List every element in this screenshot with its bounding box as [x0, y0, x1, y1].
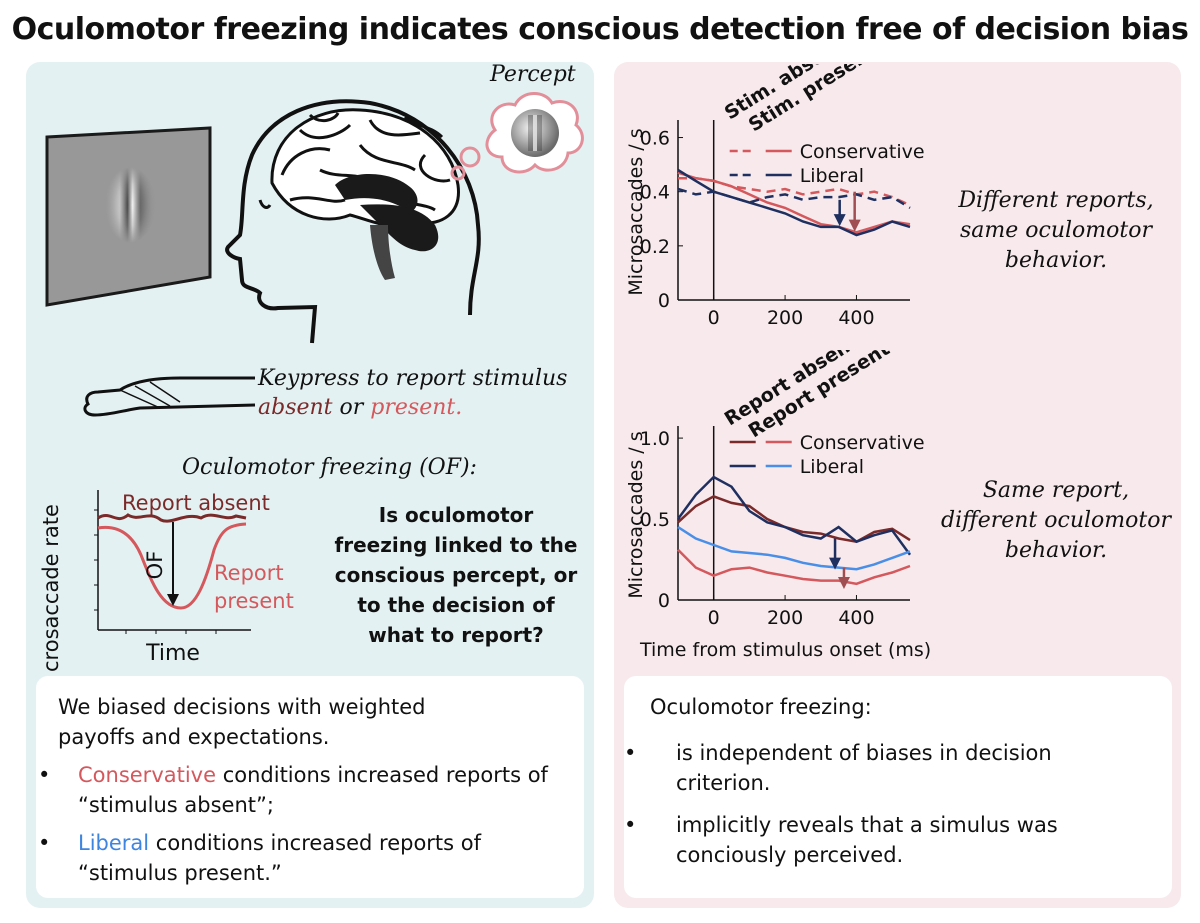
x-tick-label: 0 [708, 607, 720, 629]
x-axis-label: Time from stimulus onset (ms) [639, 639, 931, 661]
conclusion-text: implicitly reveals that a simulus was co… [676, 813, 1058, 867]
legend-label: Liberal [800, 165, 864, 187]
liberal-term: Liberal [78, 831, 150, 855]
of-xlabel: Time [145, 641, 200, 666]
series-line-conservative-present [677, 171, 911, 234]
x-tick-label: 200 [767, 607, 803, 629]
question-line: freezing linked to the [334, 533, 578, 557]
question-line: to the decision of [357, 593, 555, 617]
methods-bullet-liberal: • Liberal conditions increased reports of… [38, 831, 482, 885]
x-tick-label: 400 [838, 607, 874, 629]
y-axis-label: Microsaccades / s [625, 431, 647, 598]
conclusion-text: is independent of biases in decision cri… [676, 741, 1052, 795]
keypress-or: or [332, 395, 371, 420]
chart1-caption: Different reports, same oculomotor behav… [940, 186, 1172, 276]
caption-line: Different reports, [958, 188, 1154, 213]
of-schematic-plot: Microsaccade rate OF Time Report absent … [39, 490, 294, 672]
x-tick-label: 200 [767, 307, 803, 329]
keypress-absent: absent [258, 395, 333, 420]
of-arrow-label: OF [143, 551, 167, 580]
y-tick-label: 0.6 [640, 128, 670, 150]
conclusions-box: Oculomotor freezing: • is independent of … [624, 676, 1172, 898]
caption-line: behavior. [1004, 538, 1108, 563]
series-line-liberal-absent [677, 187, 911, 209]
keypress-present: present. [370, 395, 463, 420]
of-present-curve [97, 522, 247, 610]
methods-box: We biased decisions with weighted payoff… [36, 676, 584, 898]
x-tick-label: 0 [708, 307, 720, 329]
report-chart: 0 0.5 1.0 0 200 400 Microsaccades / s Time from… [625, 350, 931, 661]
series-line-liberal-absent [676, 475, 912, 556]
question-line: Is oculomotor [378, 503, 534, 527]
methods-intro: We biased decisions with weighted payoff… [58, 695, 426, 749]
freezing-arrowhead [833, 214, 846, 227]
series-line-conservative-absent [677, 495, 911, 544]
question-line: conscious percept, or [334, 563, 578, 587]
caption-line: same oculomotor [959, 218, 1152, 243]
series-line-liberal-present [677, 168, 911, 237]
caption-line: behavior. [1004, 248, 1108, 273]
page-title: Oculomotor freezing indicates conscious … [11, 12, 1189, 47]
hand-icon [83, 376, 256, 417]
question-line: what to report? [368, 623, 544, 647]
conclusions-intro: Oculomotor freezing: [650, 695, 872, 719]
y-tick-label: 0 [658, 290, 670, 312]
legend-label: Conservative [800, 432, 925, 454]
thought-bubble [450, 92, 584, 181]
grating-stimulus [104, 167, 156, 243]
of-report-absent-label: Report absent [122, 491, 270, 515]
freezing-arrowhead [837, 577, 850, 590]
y-tick-label: 0.2 [640, 236, 670, 258]
keypress-line1: Keypress to report stimulus [258, 366, 568, 391]
bullet2-text: conditions increased reports of “stimulu… [78, 831, 482, 885]
y-tick-label: 1.0 [640, 428, 670, 450]
y-tick-label: 0.4 [640, 182, 670, 204]
keypress-caption: Keypress to report stimulus absent or pr… [258, 364, 578, 422]
series-line-liberal-present [677, 526, 911, 571]
research-question: Is oculomotor freezing linked to the con… [318, 500, 594, 650]
series-line-conservative-absent [678, 176, 911, 207]
x-tick-label: 400 [838, 307, 874, 329]
y-axis-label: Microsaccades / s [625, 128, 647, 295]
of-report-present-label-2: present [214, 589, 294, 613]
chart2-caption: Same report, different oculomotor behavi… [940, 476, 1172, 566]
percept-label: Percept [490, 62, 576, 87]
of-title: Oculomotor freezing (OF): [182, 455, 477, 480]
freezing-arrowhead [848, 219, 861, 232]
freezing-arrowhead [829, 557, 842, 570]
conclusion-bullet: • implicitly reveals that a simulus was c… [624, 813, 1058, 867]
caption-line: different oculomotor [941, 508, 1171, 533]
methods-bullet-conservative: • Conservative conditions increased repor… [38, 763, 548, 817]
conservative-term: Conservative [78, 763, 217, 787]
monitor-screen [45, 126, 212, 307]
legend-label: Liberal [800, 456, 864, 478]
bullet1-text: conditions increased reports of “stimulu… [78, 763, 548, 817]
y-tick-label: 0.5 [640, 509, 670, 531]
legend-label: Conservative [800, 141, 925, 163]
series-line-conservative-present [677, 548, 911, 586]
y-tick-label: 0 [658, 590, 670, 612]
head-brain-illustration [225, 99, 481, 344]
conclusion-bullet: • is independent of biases in decision cr… [624, 741, 1052, 795]
of-report-present-label-1: Report [214, 561, 284, 585]
of-absent-curve [97, 513, 247, 523]
of-ylabel: Microsaccade rate [39, 504, 63, 672]
caption-line: Same report, [982, 478, 1130, 503]
